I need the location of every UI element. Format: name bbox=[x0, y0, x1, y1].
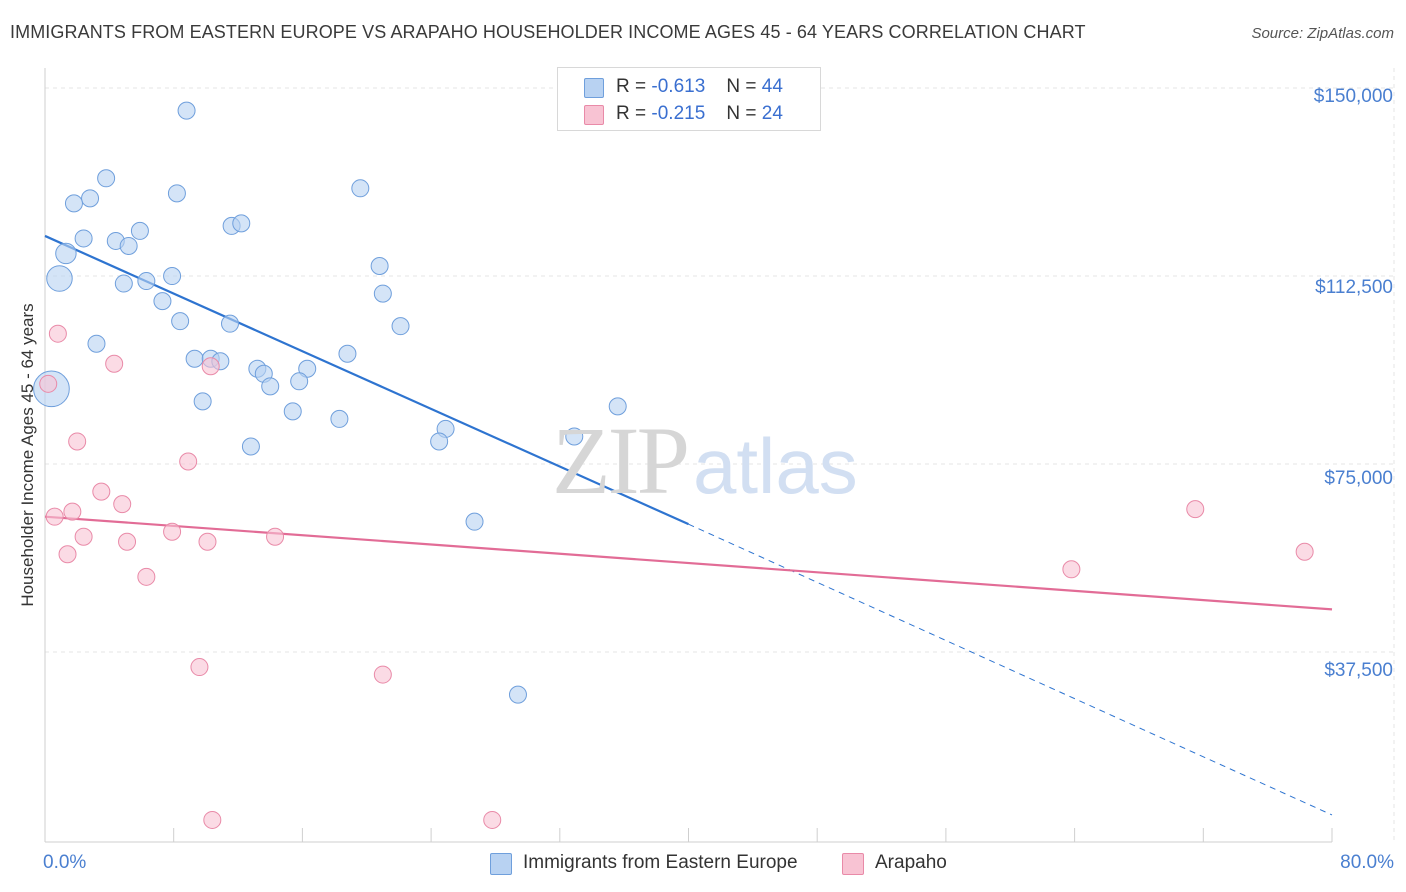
point-eastern-europe bbox=[97, 169, 116, 188]
point-arapaho bbox=[58, 545, 77, 564]
source-label: Source: ZipAtlas.com bbox=[1251, 25, 1394, 42]
point-eastern-europe bbox=[193, 392, 212, 411]
point-arapaho bbox=[105, 354, 124, 373]
legend: Immigrants from Eastern Europe Arapaho bbox=[0, 852, 1406, 878]
legend-swatch-blue bbox=[490, 853, 512, 875]
point-eastern-europe bbox=[232, 214, 251, 233]
correlation-stats-box: R = -0.613 N = 44 R = -0.215 N = 24 bbox=[557, 67, 821, 131]
point-arapaho bbox=[198, 532, 217, 551]
n-value: 44 bbox=[761, 76, 783, 97]
point-eastern-europe bbox=[177, 101, 196, 120]
point-arapaho bbox=[201, 357, 220, 376]
y-tick-label: $112,500 bbox=[1315, 277, 1393, 298]
n-label: N = bbox=[726, 103, 757, 124]
point-eastern-europe bbox=[64, 194, 83, 213]
point-arapaho bbox=[45, 507, 64, 526]
y-tick-label: $75,000 bbox=[1324, 468, 1393, 489]
point-eastern-europe bbox=[153, 292, 172, 311]
point-arapaho bbox=[190, 658, 209, 677]
point-eastern-europe bbox=[373, 284, 392, 303]
y-tick-label: $150,000 bbox=[1313, 86, 1393, 107]
point-eastern-europe bbox=[167, 184, 186, 203]
n-label: N = bbox=[726, 76, 757, 97]
point-arapaho bbox=[1186, 500, 1205, 519]
x-tick-label-min: 0.0% bbox=[43, 852, 87, 873]
watermark: ZIPatlas bbox=[552, 405, 858, 516]
point-eastern-europe bbox=[163, 267, 182, 286]
point-eastern-europe bbox=[81, 189, 100, 208]
point-arapaho bbox=[74, 527, 93, 546]
point-eastern-europe bbox=[608, 397, 627, 416]
point-eastern-europe bbox=[283, 402, 302, 421]
r-value: -0.215 bbox=[651, 103, 706, 124]
point-arapaho bbox=[179, 452, 198, 471]
x-tick-label-max: 80.0% bbox=[1340, 852, 1394, 873]
point-eastern-europe bbox=[221, 314, 240, 333]
n-value: 24 bbox=[761, 103, 783, 124]
legend-label: Immigrants from Eastern Europe bbox=[523, 852, 798, 873]
point-arapaho bbox=[48, 324, 67, 343]
point-eastern-europe bbox=[508, 685, 527, 704]
watermark-atlas: atlas bbox=[693, 422, 858, 510]
point-eastern-europe bbox=[241, 437, 260, 456]
stats-text: R = -0.613 N = 44 bbox=[616, 76, 783, 98]
point-eastern-europe bbox=[370, 257, 389, 276]
point-eastern-europe bbox=[171, 312, 190, 331]
point-arapaho bbox=[68, 432, 87, 451]
chart-title: IMMIGRANTS FROM EASTERN EUROPE VS ARAPAH… bbox=[10, 22, 1086, 42]
point-arapaho bbox=[1062, 560, 1081, 579]
point-eastern-europe bbox=[137, 272, 156, 291]
y-axis-label: Householder Income Ages 45 - 64 years bbox=[18, 303, 37, 607]
point-arapaho bbox=[118, 532, 137, 551]
point-arapaho bbox=[137, 567, 156, 586]
r-value: -0.613 bbox=[651, 76, 706, 97]
point-arapaho bbox=[39, 374, 58, 393]
point-eastern-europe bbox=[114, 274, 133, 293]
point-eastern-europe bbox=[185, 349, 204, 368]
point-eastern-europe bbox=[130, 221, 149, 240]
point-eastern-europe bbox=[119, 236, 138, 255]
point-eastern-europe bbox=[330, 409, 349, 428]
point-arapaho bbox=[203, 810, 222, 829]
point-arapaho bbox=[113, 495, 132, 514]
point-eastern-europe bbox=[46, 265, 73, 292]
data-points bbox=[33, 101, 1314, 829]
r-label: R = bbox=[616, 103, 647, 124]
y-tick-label: $37,500 bbox=[1324, 660, 1393, 681]
point-arapaho bbox=[163, 522, 182, 541]
stats-text: R = -0.215 N = 24 bbox=[616, 103, 783, 125]
watermark-zip: ZIP bbox=[552, 407, 690, 514]
point-arapaho bbox=[63, 502, 82, 521]
swatch-pink bbox=[584, 105, 604, 125]
r-label: R = bbox=[616, 76, 647, 97]
legend-swatch-pink bbox=[842, 853, 864, 875]
trend-line-eastern-europe-extrapolated bbox=[688, 523, 1333, 816]
point-eastern-europe bbox=[565, 427, 584, 446]
point-eastern-europe bbox=[465, 512, 484, 531]
point-arapaho bbox=[483, 810, 502, 829]
point-eastern-europe bbox=[55, 242, 77, 265]
point-arapaho bbox=[373, 665, 392, 684]
legend-label: Arapaho bbox=[875, 852, 947, 873]
point-eastern-europe bbox=[351, 179, 370, 198]
point-arapaho bbox=[92, 482, 111, 501]
trend-line-arapaho bbox=[44, 515, 1333, 611]
point-arapaho bbox=[266, 527, 285, 546]
point-arapaho bbox=[1295, 542, 1314, 561]
point-eastern-europe bbox=[290, 372, 309, 391]
point-eastern-europe bbox=[87, 334, 106, 353]
swatch-blue bbox=[584, 78, 604, 98]
point-eastern-europe bbox=[430, 432, 449, 451]
axes bbox=[44, 68, 1333, 843]
point-eastern-europe bbox=[338, 344, 357, 363]
point-eastern-europe bbox=[391, 317, 410, 336]
point-eastern-europe bbox=[261, 377, 280, 396]
point-eastern-europe bbox=[74, 229, 93, 248]
